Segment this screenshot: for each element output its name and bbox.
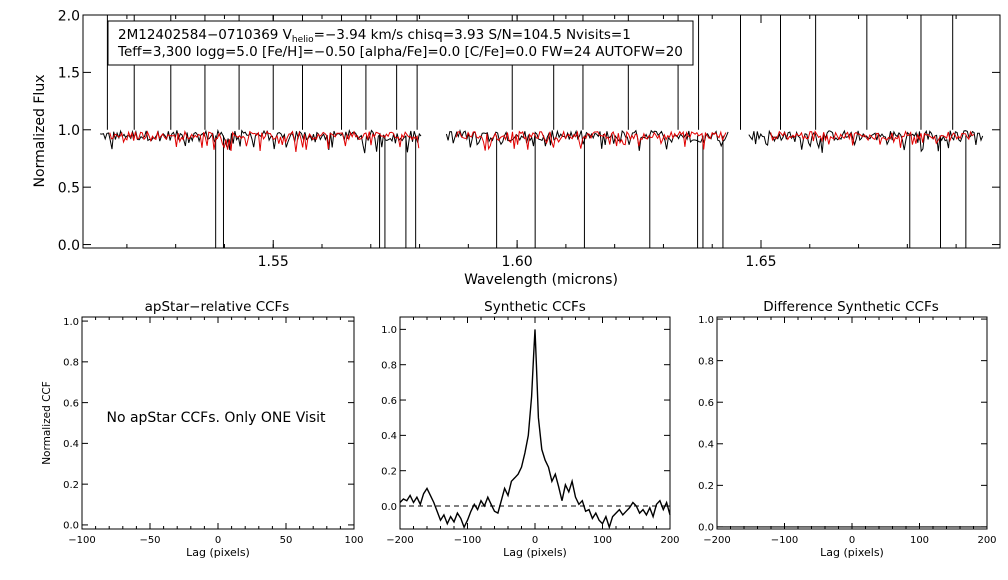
y-tick-label: 0.4 [63,439,79,450]
y-tick-label: 1.0 [63,317,79,328]
difference-ccf-panel: Difference Synthetic CCFs −200 −100 0 100 20… [698,299,996,559]
info-line1-text: 2M12402584−0710369 V [118,27,293,43]
x-tick-label: 1.60 [502,254,533,270]
synthetic-ccf-line [399,329,671,530]
synthetic-ccf-plot-area [399,329,671,530]
spectrum-ticks: 1.55 1.60 1.65 0.0 0.5 1.0 1.5 2.0 [58,8,1000,270]
y-tick-label: 0.2 [698,481,714,492]
x-tick-label: −200 [703,535,730,546]
y-tick-label: 0.8 [381,361,397,372]
x-tick-label: −100 [771,535,798,546]
x-tick-label: 100 [910,535,929,546]
y-tick-label: 0.0 [58,238,80,254]
difference-ccf-title: Difference Synthetic CCFs [763,299,939,315]
apstar-ccf-y-axis-label: Normalized CCF [41,381,53,465]
info-box-frame [107,20,694,66]
y-tick-label: 0.8 [63,358,79,369]
info-line1-rest: =−3.94 km/s chisq=3.93 S/N=104.5 Nvisits… [314,27,631,43]
spectrum-axes-frame [82,14,1001,249]
synthetic-ccf-title: Synthetic CCFs [484,299,586,315]
x-tick-label: 100 [344,535,363,546]
y-tick-label: 0.2 [381,467,397,478]
model-spectrum-line [455,130,727,151]
x-tick-label: −100 [454,535,481,546]
x-tick-label: 0 [532,535,538,546]
y-tick-label: 0.4 [698,440,714,451]
y-tick-label: 0.0 [698,523,714,534]
x-tick-label: −200 [386,535,413,546]
apstar-ccf-x-axis-label: Lag (pixels) [186,546,250,559]
x-tick-label: 50 [280,535,293,546]
y-tick-label: 0.5 [58,180,80,196]
spectrum-y-axis-label: Normalized Flux [32,75,48,188]
y-tick-label: 1.0 [381,325,397,336]
apstar-ccf-ticks: −100 −50 0 50 100 0.0 0.2 0.4 0.6 0.8 1.0 [63,317,363,546]
x-tick-label: 0 [215,535,221,546]
info-line1-subscript: helio [292,35,314,45]
apstar-ccf-annotation: No apStar CCFs. Only ONE Visit [106,410,326,426]
y-tick-label: 0.8 [698,356,714,367]
y-tick-label: 0.0 [381,502,397,513]
difference-ccf-axes-frame [716,316,988,530]
y-tick-label: 1.0 [698,315,714,326]
x-tick-label: 200 [977,535,996,546]
info-box-line-1: 2M12402584−0710369 Vhelio=−3.94 km/s chi… [118,27,631,45]
synthetic-ccf-ticks: −200 −100 0 100 200 0.0 0.2 0.4 0.6 0.8 1.0 [381,317,680,546]
y-tick-label: 1.5 [58,66,80,82]
x-tick-label: 1.55 [258,254,289,270]
synthetic-ccf-x-axis-label: Lag (pixels) [503,546,567,559]
synthetic-ccf-panel: Synthetic CCFs −200 −100 0 100 200 0.0 0.2 0.4 0… [381,299,679,559]
y-tick-label: 2.0 [58,8,80,24]
model-spectrum-line [770,130,975,148]
x-tick-label: 200 [660,535,679,546]
x-tick-label: −100 [68,535,95,546]
x-tick-label: 100 [593,535,612,546]
info-box-line-2: Teff=3,300 logg=5.0 [Fe/H]=−0.50 [alpha/… [117,44,683,60]
apstar-ccf-title: apStar−relative CCFs [145,299,290,315]
spectrum-x-axis-label: Wavelength (microns) [464,272,618,288]
y-tick-label: 0.6 [63,398,79,409]
y-tick-label: 0.0 [63,521,79,532]
info-box: 2M12402584−0710369 Vhelio=−3.94 km/s chi… [107,20,694,66]
y-tick-label: 1.0 [58,123,80,139]
x-tick-label: 0 [849,535,855,546]
spectrum-panel: 1.55 1.60 1.65 0.0 0.5 1.0 1.5 2.0 Wavelength (… [32,8,1001,288]
y-tick-label: 0.2 [63,480,79,491]
difference-ccf-ticks: −200 −100 0 100 200 0.0 0.2 0.4 0.6 0.8 1.0 [698,315,996,546]
y-tick-label: 0.6 [698,398,714,409]
y-tick-label: 0.6 [381,396,397,407]
apstar-ccf-panel: apStar−relative CCFs −100 −50 0 50 100 0.0 0.2… [41,299,364,559]
x-tick-label: 1.65 [745,254,776,270]
x-tick-label: −50 [139,535,160,546]
model-spectrum-line [109,130,420,152]
synthetic-ccf-axes-frame [399,316,671,530]
difference-ccf-x-axis-label: Lag (pixels) [820,546,884,559]
y-tick-label: 0.4 [381,431,397,442]
